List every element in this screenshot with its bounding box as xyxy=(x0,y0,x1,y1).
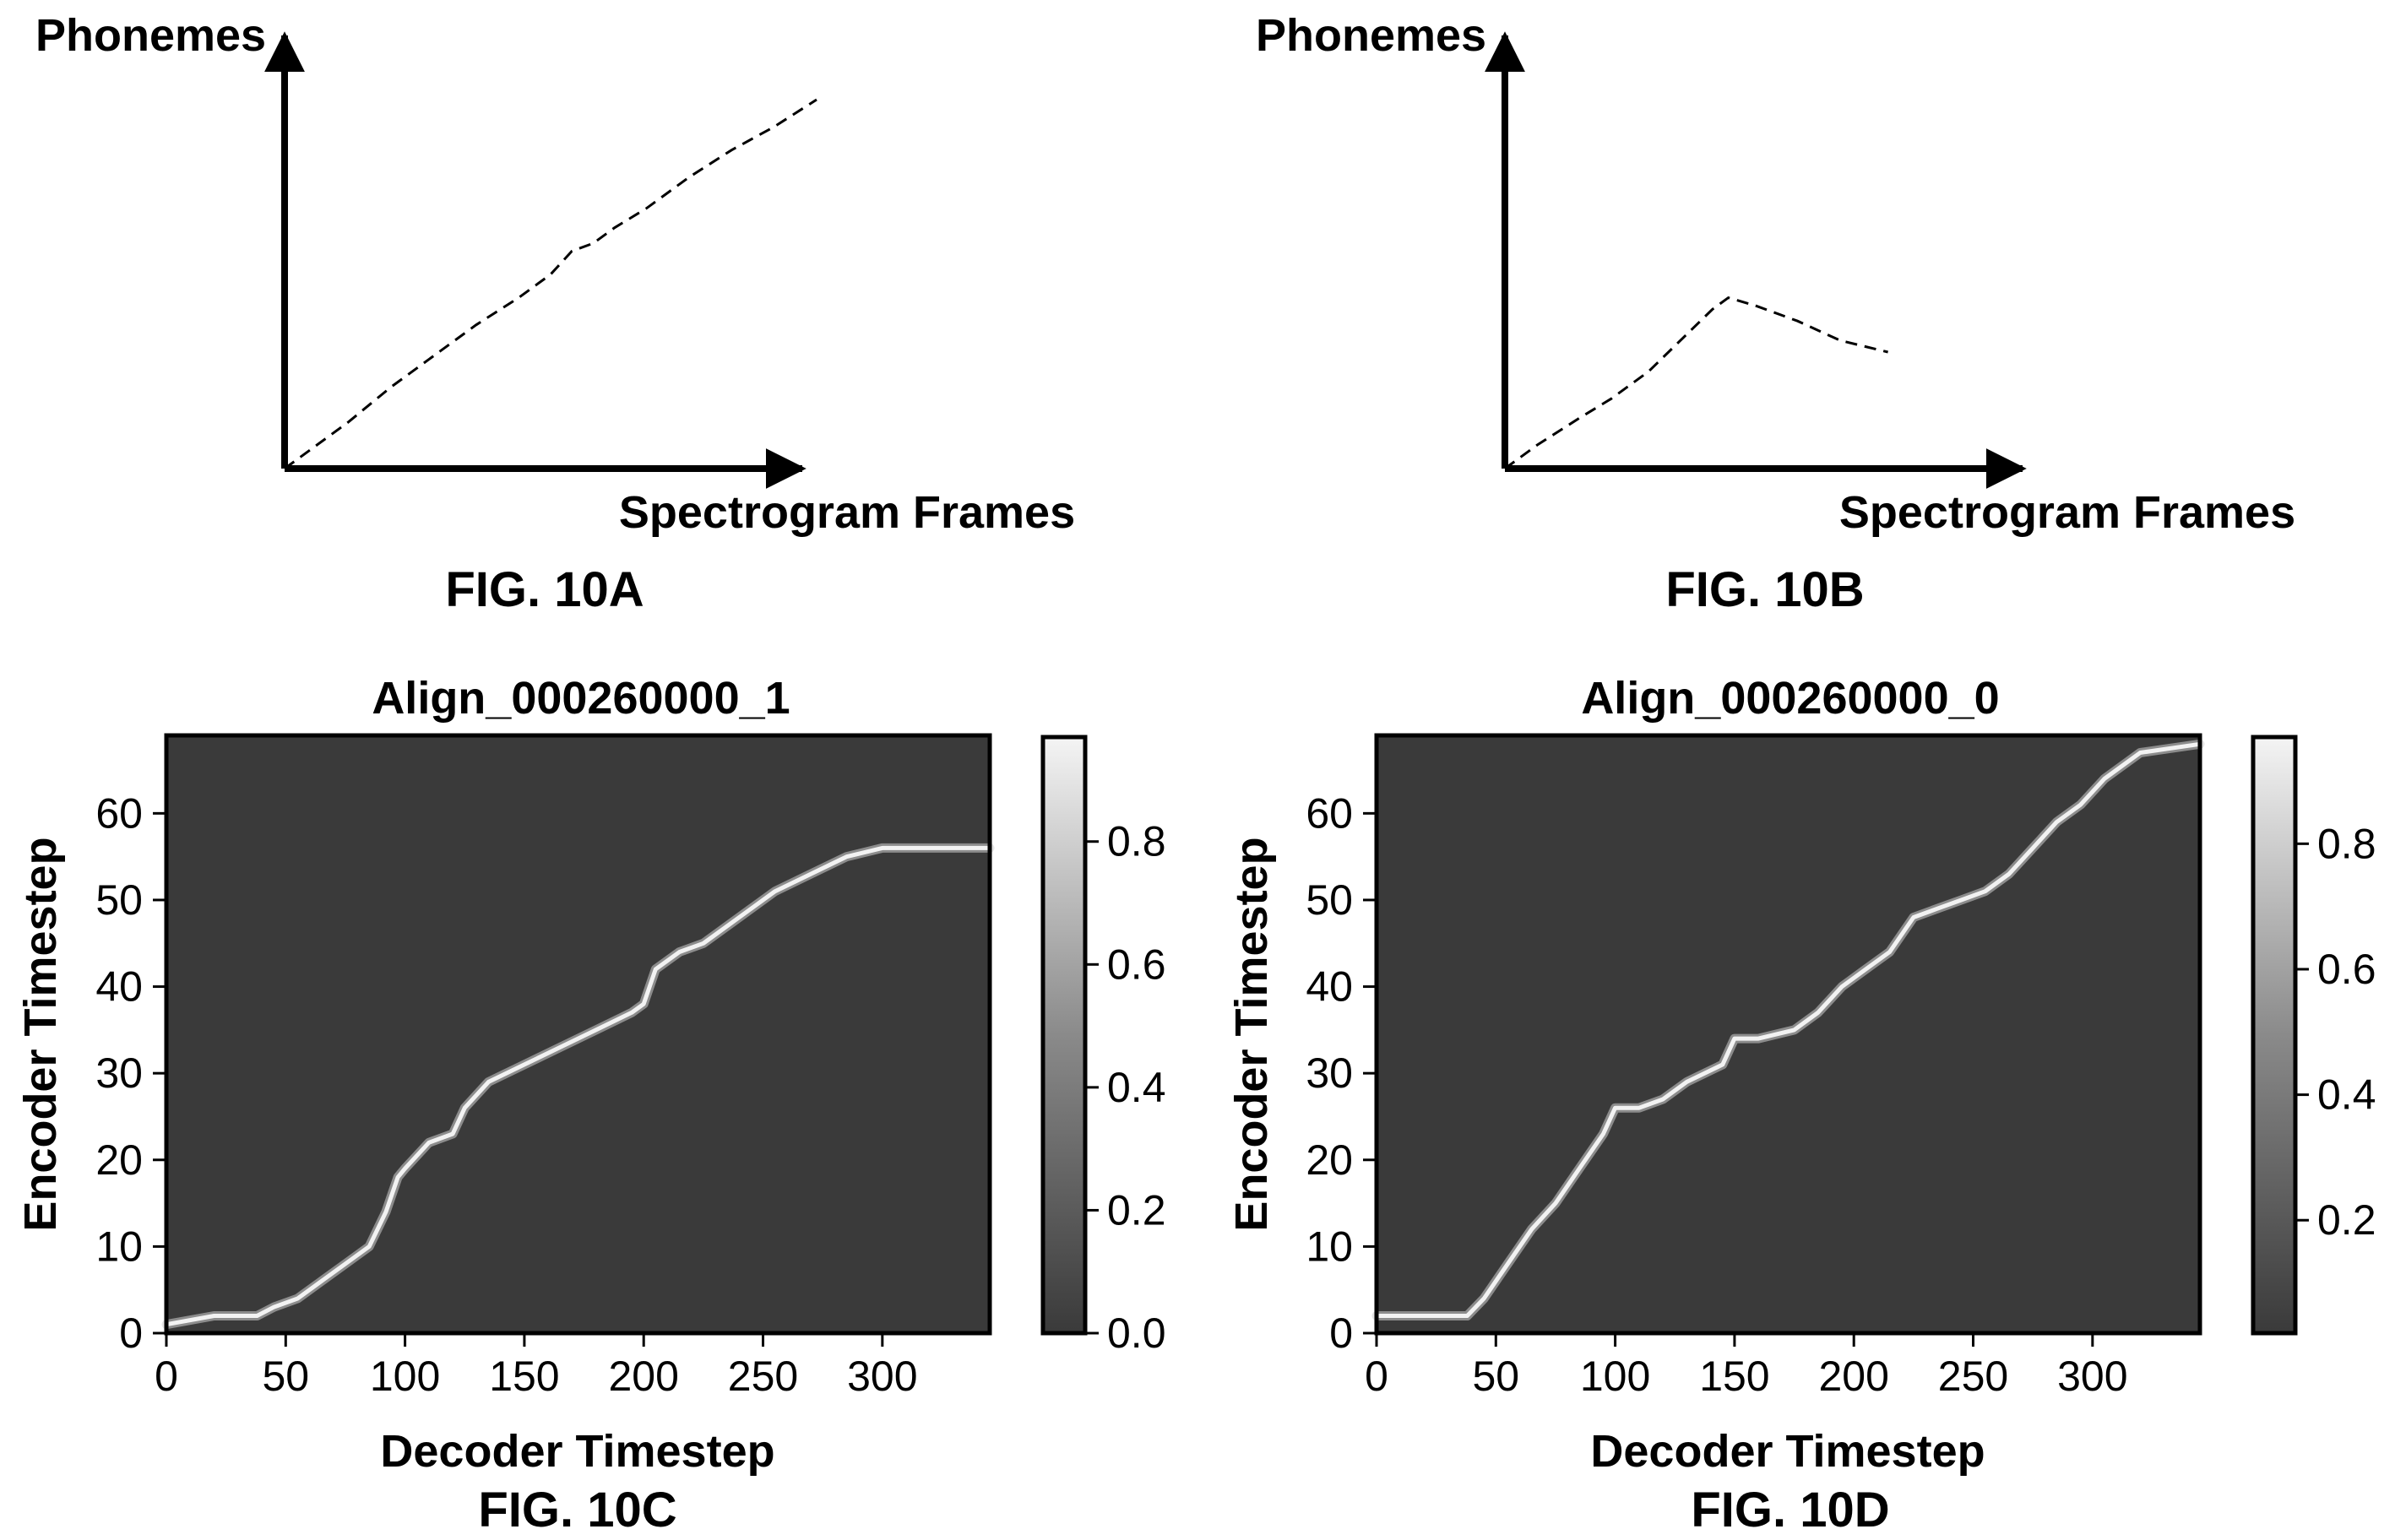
fig-10d-title: Align_000260000_0 xyxy=(1581,673,1999,724)
y-tick-label: 60 xyxy=(95,789,143,837)
fig-10c-ylabel: Encoder Timestep xyxy=(15,837,66,1231)
fig-10d-xlabel: Decoder Timestep xyxy=(1590,1426,1985,1477)
y-tick-label: 20 xyxy=(95,1136,143,1184)
x-tick-label: 300 xyxy=(2057,1353,2127,1400)
fig-10b-caption: FIG. 10B xyxy=(1665,562,1864,617)
fig-10a-dashed-curve xyxy=(284,98,817,470)
fig-10b-dashed-curve xyxy=(1504,296,1888,470)
x-tick-label: 250 xyxy=(1938,1353,2008,1400)
colorbar-tick-label: 0.8 xyxy=(2317,820,2376,867)
fig-10d-ylabel: Encoder Timestep xyxy=(1226,837,1277,1231)
fig-10c-caption: FIG. 10C xyxy=(478,1483,676,1537)
x-tick-label: 150 xyxy=(489,1353,559,1400)
fig-10d: Align_000260000_0 0 50 100 150 200 250 300 0 10… xyxy=(1226,673,2376,1537)
y-tick-label: 60 xyxy=(1306,789,1353,837)
colorbar-tick-label: 0.6 xyxy=(1107,941,1166,988)
y-tick-label: 30 xyxy=(95,1049,143,1097)
fig-10c-colorbar-ticks: 0.0 0.2 0.4 0.6 0.8 xyxy=(1085,818,1166,1357)
colorbar-tick-label: 0.2 xyxy=(1107,1186,1166,1234)
colorbar-tick-label: 0.0 xyxy=(1107,1310,1166,1357)
fig-10c-colorbar xyxy=(1040,735,1088,1336)
fig-10b-ylabel: Phonemes xyxy=(1256,10,1486,61)
y-tick-label: 40 xyxy=(95,963,143,1011)
colorbar-tick-label: 0.4 xyxy=(1107,1064,1166,1111)
x-tick-label: 200 xyxy=(608,1353,678,1400)
x-tick-label: 250 xyxy=(728,1353,798,1400)
x-tick-label: 100 xyxy=(1580,1353,1650,1400)
x-tick-label: 0 xyxy=(1365,1353,1388,1400)
fig-10c-xlabel: Decoder Timestep xyxy=(380,1426,774,1477)
colorbar-tick-label: 0.4 xyxy=(2317,1071,2376,1119)
x-tick-label: 50 xyxy=(262,1353,309,1400)
fig-10d-x-ticks: 0 50 100 150 200 250 300 xyxy=(1365,1333,2128,1400)
y-tick-label: 30 xyxy=(1306,1049,1353,1097)
fig-10c-y-ticks: 0 10 20 30 40 50 60 xyxy=(95,789,166,1357)
fig-10a-caption: FIG. 10A xyxy=(445,562,644,617)
alignment-path-line xyxy=(164,845,992,1327)
y-tick-label: 10 xyxy=(1306,1223,1353,1270)
colorbar-tick-label: 0.8 xyxy=(1107,818,1166,865)
fig-10a: Phonemes Spectrogram Frames FIG. 10A xyxy=(35,10,1075,617)
x-tick-label: 50 xyxy=(1472,1353,1519,1400)
fig-10c: Align_000260000_1 0 50 100 150 200 250 300 0 10… xyxy=(15,673,1166,1537)
x-tick-label: 0 xyxy=(155,1353,178,1400)
x-tick-label: 300 xyxy=(847,1353,917,1400)
fig-10b: Phonemes Spectrogram Frames FIG. 10B xyxy=(1256,10,2295,617)
fig-10d-alignment-path xyxy=(1371,739,2205,1320)
colorbar-tick-label: 0.6 xyxy=(2317,946,2376,993)
fig-10c-title: Align_000260000_1 xyxy=(372,673,790,724)
y-tick-label: 20 xyxy=(1306,1136,1353,1184)
y-tick-label: 50 xyxy=(95,876,143,924)
y-tick-label: 0 xyxy=(119,1310,143,1357)
colorbar-tick-label: 0.2 xyxy=(2317,1196,2376,1244)
fig-10d-caption: FIG. 10D xyxy=(1691,1483,1889,1537)
fig-10c-heatmap-frame xyxy=(164,733,992,1336)
x-tick-label: 150 xyxy=(1699,1353,1769,1400)
alignment-path-line xyxy=(1374,741,2202,1318)
x-tick-label: 200 xyxy=(1818,1353,1888,1400)
fig-10a-ylabel: Phonemes xyxy=(35,10,266,61)
y-tick-label: 0 xyxy=(1329,1310,1353,1357)
fig-10b-xlabel: Spectrogram Frames xyxy=(1839,487,2295,538)
fig-10d-colorbar xyxy=(2251,735,2298,1336)
fig-10a-xlabel: Spectrogram Frames xyxy=(619,487,1075,538)
y-tick-label: 40 xyxy=(1306,963,1353,1011)
y-tick-label: 50 xyxy=(1306,876,1353,924)
fig-10d-y-ticks: 0 10 20 30 40 50 60 xyxy=(1306,789,1377,1357)
fig-10d-colorbar-ticks: 0.2 0.4 0.6 0.8 xyxy=(2295,820,2376,1244)
x-tick-label: 100 xyxy=(370,1353,440,1400)
fig-10c-x-ticks: 0 50 100 150 200 250 300 xyxy=(155,1333,918,1400)
fig-10c-alignment-path xyxy=(161,843,995,1330)
fig-10d-heatmap-frame xyxy=(1374,733,2202,1336)
y-tick-label: 10 xyxy=(95,1223,143,1270)
